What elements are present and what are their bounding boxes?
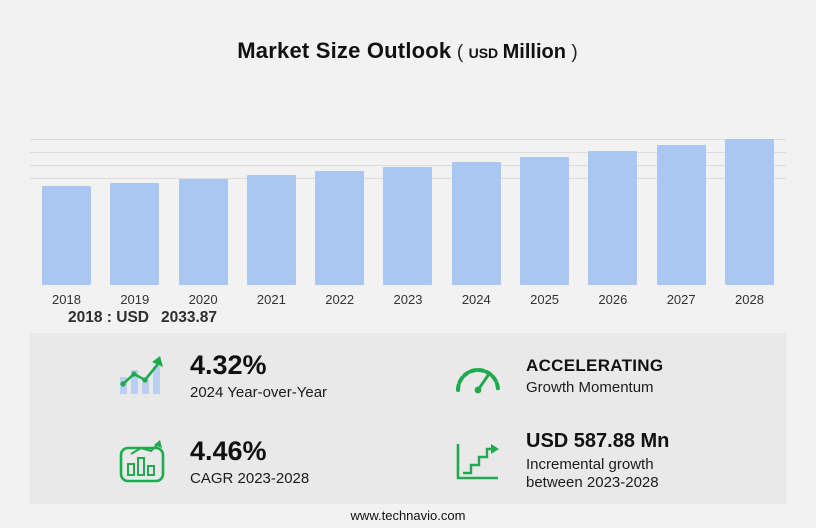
stat-value-yoy: 4.32%: [190, 350, 267, 381]
bar-column: [42, 134, 91, 285]
page-title: Market Size Outlook ( USD Million ): [0, 38, 816, 64]
stat-label-momentum: Growth Momentum: [526, 378, 654, 396]
x-tick-2027: 2027: [666, 292, 696, 307]
bar-column: [383, 134, 433, 285]
stat-card-incremental: USD 587.88 Mn Incremental growth between…: [408, 419, 786, 505]
x-tick-2022: 2022: [325, 292, 355, 307]
bar-2021: [246, 175, 296, 285]
bar-2023: [383, 167, 433, 285]
stat-value-incremental: USD 587.88 Mn: [526, 429, 670, 452]
bar-2024: [451, 162, 501, 285]
stat-label-yoy: 2024 Year-over-Year: [190, 384, 328, 402]
x-tick-2025: 2025: [530, 292, 560, 307]
bar-chart-area: 2018 2019 2020 2021 2022 2023 2024 2025 2026 2027…: [30, 134, 786, 307]
gauge-icon: [450, 358, 506, 394]
x-tick-2023: 2023: [393, 292, 423, 307]
bar-2020: [178, 179, 228, 285]
x-tick-2028: 2028: [735, 292, 764, 307]
gridline: [30, 152, 786, 153]
yoy-bar-growth-icon: [114, 355, 170, 397]
bar-2019: [110, 183, 160, 285]
unit-currency: USD: [468, 45, 499, 61]
bar-column: [520, 134, 570, 285]
annotation-label: 2018 : USD: [68, 309, 149, 326]
bar-2028: [724, 139, 774, 285]
stat-text: USD 587.88 Mn Incremental growth between…: [526, 430, 696, 494]
annotation-value: 2033.87: [160, 309, 218, 326]
bar-column: [451, 134, 501, 285]
x-tick-2024: 2024: [461, 292, 491, 307]
bar-2026: [588, 151, 638, 285]
bar-2022: [315, 171, 365, 285]
x-tick-2020: 2020: [188, 292, 218, 307]
x-tick-2018: 2018: [52, 292, 81, 307]
unit-close-paren: ): [571, 42, 578, 63]
bar-column: [724, 134, 774, 285]
gridline: [30, 139, 786, 140]
footer-url: www.technavio.com: [350, 508, 466, 523]
bar-column: [315, 134, 365, 285]
stat-card-momentum: ACCELERATING Growth Momentum: [408, 333, 786, 419]
bar-chart: [42, 134, 774, 285]
cagr-chart-icon: [114, 439, 170, 483]
bar-2027: [656, 145, 706, 285]
x-tick-2019: 2019: [120, 292, 150, 307]
title-text: Market Size Outlook: [237, 38, 452, 63]
stat-card-cagr: 4.46% CAGR 2023-2028: [30, 419, 408, 505]
bar-column: [110, 134, 160, 285]
incremental-growth-icon: [450, 441, 506, 481]
unit-open-paren: (: [456, 42, 464, 63]
stat-text: ACCELERATING Growth Momentum: [526, 356, 663, 396]
x-axis-labels: 2018 2019 2020 2021 2022 2023 2024 2025 2026 2027…: [42, 292, 774, 307]
x-tick-2021: 2021: [256, 292, 286, 307]
unit-scale: Million: [502, 41, 566, 63]
bar-column: [588, 134, 638, 285]
stat-label-incremental: Incremental growth between 2023-2028: [526, 455, 659, 492]
stat-card-yoy: 4.32% 2024 Year-over-Year: [30, 333, 408, 419]
x-tick-2026: 2026: [598, 292, 628, 307]
stat-label-cagr: CAGR 2023-2028: [190, 469, 310, 487]
stat-text: 4.46% CAGR 2023-2028: [190, 436, 309, 487]
bar-column: [246, 134, 296, 285]
stat-text: 4.32% 2024 Year-over-Year: [190, 350, 327, 401]
stat-value-momentum: ACCELERATING: [526, 355, 664, 375]
stat-value-cagr: 4.46%: [190, 435, 267, 466]
stats-panel: 4.32% 2024 Year-over-Year ACCELERATING G…: [30, 333, 786, 504]
bar-column: [656, 134, 706, 285]
gridline: [30, 165, 786, 166]
bar-chart-plot: [30, 134, 786, 285]
bar-column: [178, 134, 228, 285]
bar-2025: [520, 157, 570, 285]
bar-2018: [42, 186, 91, 285]
chart-annotation: 2018 : USD 2033.87: [68, 309, 217, 327]
